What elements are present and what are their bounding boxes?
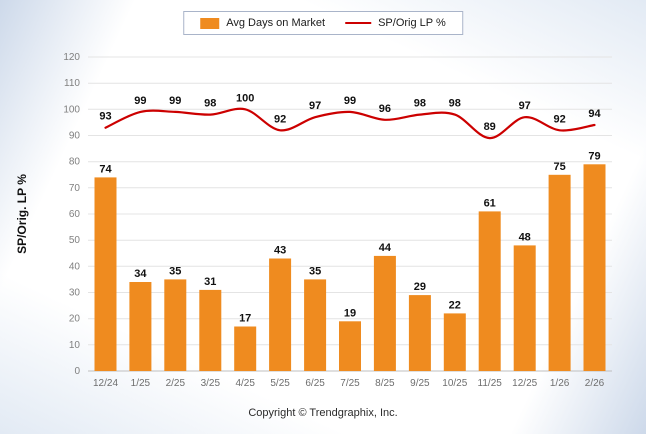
bar-value-label: 43 [274,245,286,257]
bar-value-label: 74 [99,163,112,175]
bar-value-label: 34 [134,268,147,280]
line-value-label: 98 [204,98,216,110]
bar [339,321,361,371]
bar-value-label: 75 [553,161,565,173]
bar [234,326,257,371]
bar-value-label: 35 [309,265,321,277]
x-tick-label: 6/25 [305,378,325,389]
x-tick-label: 8/25 [375,378,395,389]
bar [408,295,431,371]
line-value-label: 96 [379,103,391,115]
trend-line [104,107,596,140]
x-tick-label: 10/25 [442,378,467,389]
y-tick-label: 100 [63,104,80,115]
bar [269,258,292,371]
y-tick-label: 90 [69,131,81,142]
line-value-label: 99 [169,95,181,107]
line-value-label: 97 [519,100,531,112]
y-tick-label: 110 [64,78,80,89]
y-tick-label: 80 [69,157,81,168]
bar-swatch-icon [200,17,220,29]
x-tick-label: 2/26 [585,378,605,389]
bar [583,164,606,371]
line-swatch-icon [345,22,372,24]
line-value-label: 98 [414,98,426,110]
legend-item-line: SP/Orig LP % [345,17,446,29]
y-tick-label: 120 [63,52,80,63]
bar-value-label: 79 [588,150,600,162]
bar-value-label: 61 [484,197,496,209]
bar-value-label: 48 [519,231,531,243]
legend-bar-label: Avg Days on Market [226,17,326,29]
bar [304,279,327,371]
y-tick-label: 50 [69,235,81,246]
line-value-label: 99 [134,95,146,107]
y-tick-label: 70 [69,183,81,194]
x-tick-label: 11/25 [478,378,503,389]
y-tick-label: 10 [69,340,81,351]
bar [443,313,466,371]
line-value-label: 99 [344,95,356,107]
bar-value-label: 31 [204,276,216,288]
x-tick-label: 4/25 [235,378,255,389]
x-tick-label: 12/25 [512,378,537,389]
bar-value-label: 22 [449,299,461,311]
bar-value-label: 17 [239,313,251,325]
line-value-label: 94 [588,108,601,120]
x-tick-label: 1/25 [131,378,151,389]
y-tick-label: 60 [69,209,81,220]
bar [94,177,117,371]
y-tick-label: 40 [69,261,81,272]
bar-value-label: 29 [414,281,426,293]
line-value-label: 92 [553,113,565,125]
line-value-label: 98 [449,98,461,110]
bar [373,255,396,371]
x-tick-label: 1/26 [550,378,570,389]
y-tick-label: 30 [69,288,81,299]
line-value-label: 97 [309,100,321,112]
y-tick-label: 0 [74,366,80,377]
line-value-label: 93 [99,111,111,123]
line-value-label: 89 [484,121,496,133]
bar [478,211,501,371]
x-tick-label: 12/24 [93,378,118,389]
x-tick-label: 5/25 [270,378,290,389]
bar [129,282,152,371]
x-tick-label: 9/25 [410,378,430,389]
chart-legend: Avg Days on Market SP/Orig LP % [183,11,463,35]
bar-value-label: 35 [169,265,181,277]
line-value-label: 100 [236,92,254,104]
legend-line-label: SP/Orig LP % [378,17,446,29]
line-value-label: 92 [274,113,286,125]
x-tick-label: 7/25 [340,378,360,389]
bar-value-label: 44 [379,242,392,254]
copyright-text: Copyright © Trendgraphix, Inc. [248,407,398,419]
y-tick-label: 20 [69,314,81,325]
legend-item-bar: Avg Days on Market [200,17,325,29]
chart-svg: 0 10 20 30 40 50 60 70 80 90 100 110 120 74 34 35 31 17 43… [63,52,612,389]
bar [513,245,536,371]
bar-value-label: 19 [344,307,356,319]
x-tick-label: 3/25 [201,378,221,389]
bar [164,279,187,371]
bar [199,289,222,371]
bar [548,174,571,371]
x-tick-label: 2/25 [166,378,186,389]
